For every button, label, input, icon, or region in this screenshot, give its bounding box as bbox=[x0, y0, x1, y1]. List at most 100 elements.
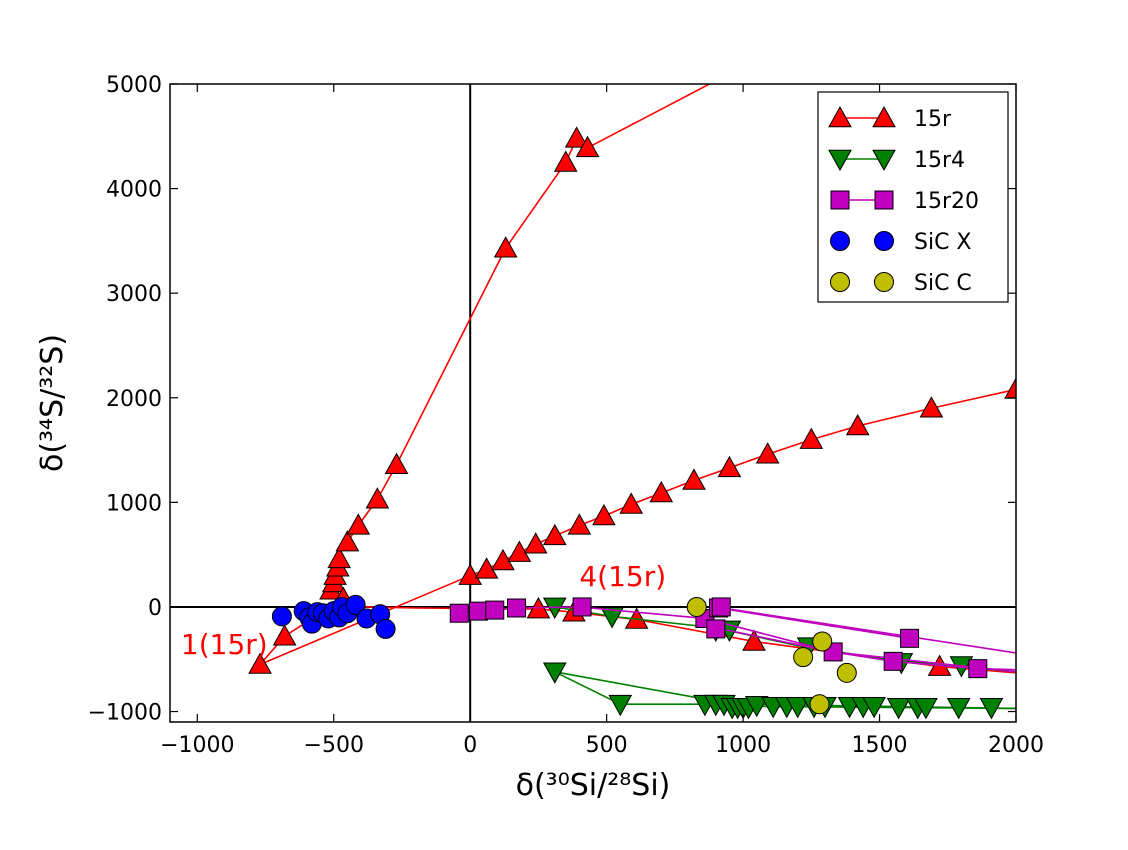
series-15r20-point bbox=[706, 619, 726, 639]
series-15r-point bbox=[523, 532, 548, 554]
series-15r20-point bbox=[485, 600, 505, 620]
legend-marker bbox=[830, 231, 850, 251]
series-15r4-point bbox=[946, 698, 971, 720]
ticks: −1000 −500 0 500 1000 1500 2000 −1000 0 1000 2000 3… bbox=[88, 73, 1044, 758]
series-15r-point bbox=[346, 513, 371, 535]
series-15r-point bbox=[919, 396, 944, 418]
y-tick-label: 0 bbox=[148, 596, 162, 621]
series-15r-point bbox=[619, 492, 644, 514]
series-15r4-point bbox=[785, 697, 810, 719]
series-15r-point bbox=[248, 652, 272, 674]
series-15r20-point bbox=[900, 628, 920, 648]
legend: 15r 15r4 15r20 SiC X SiC C bbox=[817, 91, 1009, 303]
series-sic-c-point bbox=[809, 694, 830, 715]
series-sic-c-point bbox=[836, 662, 857, 683]
series-15r4-point bbox=[979, 698, 1004, 720]
series-15r4-point bbox=[542, 662, 567, 684]
series-15r-point bbox=[474, 557, 499, 579]
annotation-label: 4(15r) bbox=[579, 560, 666, 593]
series-sic-c bbox=[686, 596, 857, 715]
series-sic-x-point bbox=[345, 594, 366, 615]
series-15r-point bbox=[491, 548, 515, 571]
series-sic-c-point bbox=[686, 596, 707, 617]
y-tick-label: 1000 bbox=[106, 491, 162, 516]
series-15r20-line bbox=[718, 607, 910, 640]
legend-marker bbox=[872, 105, 896, 128]
series-15r4-point bbox=[862, 697, 886, 719]
y-tick-label: 5000 bbox=[106, 73, 162, 98]
legend-entry-15r20: 15r20 bbox=[830, 189, 979, 214]
legend-entry-15r: 15r bbox=[828, 105, 952, 132]
series-15r20-point bbox=[711, 597, 731, 617]
y-tick-label: 2000 bbox=[106, 387, 162, 412]
series-15r4-point bbox=[600, 607, 624, 629]
y-tick-label: 4000 bbox=[106, 178, 162, 203]
series-sic-x bbox=[271, 594, 396, 639]
series-15r-point bbox=[1004, 377, 1016, 399]
series-15r4-point bbox=[914, 698, 938, 720]
series-15r-point bbox=[553, 150, 578, 172]
series-15r4-point bbox=[744, 695, 769, 718]
series-15r20-point bbox=[968, 659, 988, 679]
x-tick-label: 1500 bbox=[852, 733, 908, 758]
series-15r4-point bbox=[886, 698, 911, 720]
x-tick-label: 500 bbox=[586, 733, 628, 758]
legend-entry-15r4: 15r4 bbox=[828, 148, 965, 173]
series-15r20-point bbox=[883, 651, 903, 671]
series-15r-point bbox=[365, 487, 390, 509]
series-15r20-point bbox=[449, 603, 469, 623]
legend-marker bbox=[830, 190, 850, 210]
legend-marker bbox=[830, 272, 850, 292]
x-tick-label: 2000 bbox=[988, 733, 1044, 758]
series-15r-point bbox=[799, 427, 824, 449]
series-sic-c-point bbox=[812, 631, 833, 652]
series-15r-point bbox=[564, 126, 589, 148]
y-axis-label: δ(³⁴S/³²S) bbox=[35, 334, 70, 472]
series-15r-point bbox=[493, 236, 518, 258]
series-15r-point bbox=[567, 513, 592, 535]
series-15r-point bbox=[755, 442, 780, 464]
x-axis-label: δ(³⁰Si/²⁸Si) bbox=[516, 768, 671, 803]
series-15r-point bbox=[542, 523, 567, 546]
series-15r20 bbox=[449, 597, 1016, 679]
annotations: 1(15r) 4(15r) bbox=[181, 560, 666, 661]
series-sic-c-point bbox=[793, 647, 814, 668]
series-layer bbox=[248, 84, 1016, 720]
y-tick-label: 3000 bbox=[106, 282, 162, 307]
series-15r-point bbox=[507, 540, 532, 562]
legend-label: SiC X bbox=[914, 230, 972, 255]
x-tick-label: 1000 bbox=[715, 733, 771, 758]
series-15r-point bbox=[575, 135, 600, 158]
series-15r-point bbox=[384, 452, 409, 475]
series-15r20-line bbox=[715, 606, 1016, 654]
series-15r-point bbox=[649, 480, 674, 503]
legend-entry-sic-c: SiC C bbox=[830, 271, 972, 296]
plot-frame bbox=[169, 83, 1017, 723]
annotation-label: 1(15r) bbox=[181, 628, 268, 661]
legend-marker bbox=[874, 272, 894, 292]
series-15r-point bbox=[272, 624, 297, 646]
series-sic-x-point bbox=[271, 606, 292, 627]
series-15r-point bbox=[335, 530, 360, 552]
series-15r4-point bbox=[608, 694, 633, 717]
legend-label: 15r bbox=[914, 107, 952, 132]
legend-label: SiC C bbox=[914, 271, 972, 296]
x-tick-label: −1000 bbox=[160, 733, 234, 758]
legend-marker bbox=[872, 149, 896, 172]
legend-marker bbox=[874, 231, 894, 251]
series-15r-point bbox=[592, 503, 616, 526]
legend-label: 15r20 bbox=[914, 189, 979, 214]
y-tick-label: −1000 bbox=[88, 701, 162, 726]
series-15r-point bbox=[327, 546, 352, 569]
series-15r4 bbox=[542, 597, 1016, 720]
series-15r20-point bbox=[507, 598, 527, 618]
series-15r-point bbox=[458, 563, 483, 585]
series-15r20-point bbox=[468, 601, 488, 621]
x-tick-label: −500 bbox=[304, 733, 364, 758]
series-sic-x-point bbox=[375, 618, 396, 639]
series-15r-point bbox=[682, 468, 706, 490]
series-15r-point bbox=[717, 455, 742, 478]
legend-label: 15r4 bbox=[914, 148, 965, 173]
legend-marker bbox=[828, 105, 852, 128]
